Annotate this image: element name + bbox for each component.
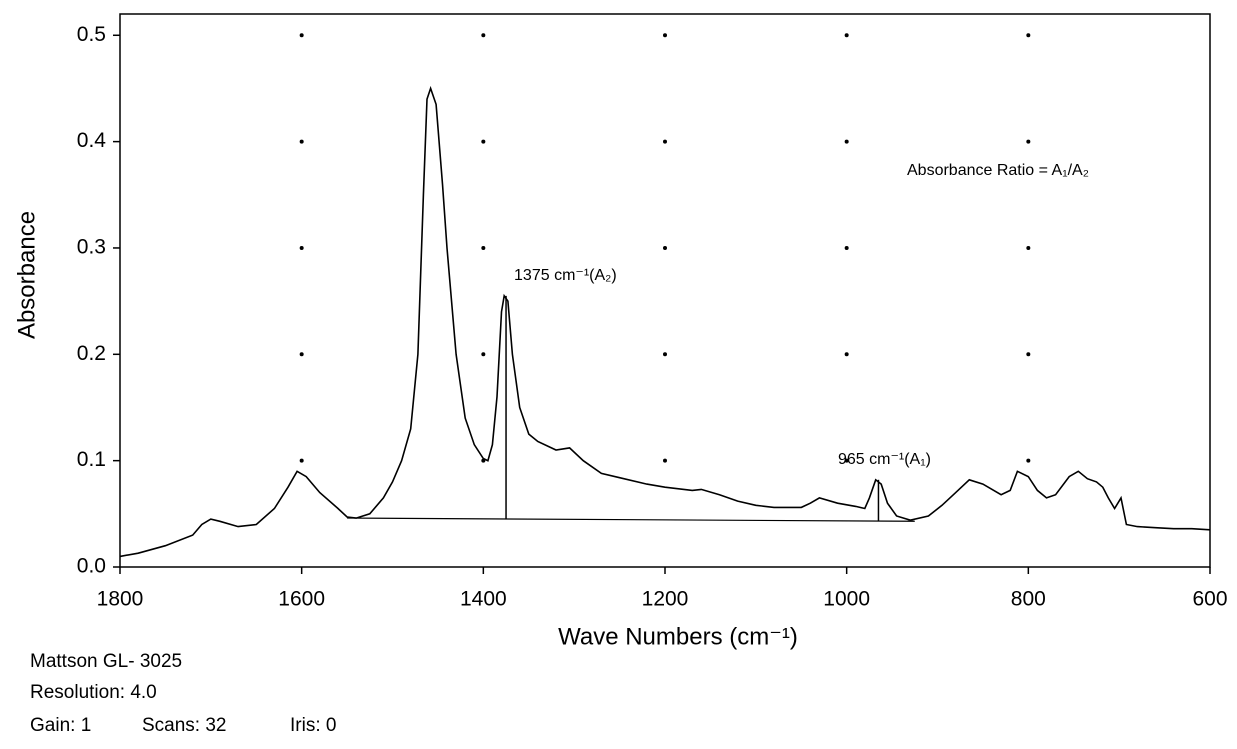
grid-dot	[844, 245, 849, 250]
y-tick-label: 0.1	[77, 448, 106, 471]
grid-dot	[299, 33, 304, 38]
x-tick-label: 600	[1192, 588, 1227, 611]
x-tick-label: 1000	[823, 588, 870, 611]
plot-frame	[119, 13, 1211, 568]
grid-dot	[1026, 139, 1031, 144]
baseline	[347, 517, 915, 522]
footer-text: Mattson GL- 3025	[30, 651, 182, 672]
grid-dot	[481, 352, 486, 357]
footer-text: Scans: 32	[142, 715, 227, 736]
grid-dot	[1026, 245, 1031, 250]
grid-dot	[663, 33, 667, 38]
y-tick-label: 0.2	[77, 342, 106, 365]
grid-dot	[1026, 458, 1031, 463]
peak-label: 965 cm⁻¹(A₁)	[838, 451, 931, 468]
grid-dot	[299, 139, 304, 144]
grid-dot	[663, 458, 667, 463]
grid-dot	[663, 352, 667, 357]
x-tick-label: 800	[1011, 588, 1046, 611]
y-tick-label: 0.0	[77, 555, 106, 578]
x-tick-label: 1600	[278, 588, 325, 611]
annotation: Absorbance Ratio = A₁/A₂	[907, 162, 1089, 179]
spectrum-line	[119, 85, 1211, 558]
x-tick-label: 1400	[460, 588, 507, 611]
grid-dot	[1026, 352, 1031, 357]
grid-dot	[1026, 33, 1031, 38]
footer-text: Resolution: 4.0	[30, 682, 157, 703]
grid-dot	[663, 245, 667, 250]
y-tick-label: 0.4	[77, 129, 107, 152]
x-axis-label: Wave Numbers (cm⁻¹)	[558, 623, 798, 650]
grid-dot	[299, 352, 304, 357]
grid-dot	[299, 245, 304, 250]
grid-dot	[481, 139, 486, 144]
grid-dot	[663, 139, 667, 144]
grid-dot	[481, 245, 486, 250]
grid-dot	[844, 139, 849, 144]
peak-label: 1375 cm⁻¹(A₂)	[514, 267, 617, 284]
footer-text: Iris: 0	[290, 715, 336, 736]
grid-dot	[844, 458, 849, 463]
grid-dot	[844, 352, 849, 357]
x-tick-label: 1800	[97, 588, 144, 611]
footer-text: Gain: 1	[30, 715, 91, 736]
grid-dot	[299, 458, 304, 463]
grid-dot	[481, 33, 486, 38]
y-tick-label: 0.3	[77, 236, 106, 259]
x-tick-label: 1200	[642, 588, 689, 611]
y-tick-label: 0.5	[77, 23, 106, 46]
grid-dot	[844, 33, 849, 38]
y-axis-label: Absorbance	[13, 211, 40, 339]
